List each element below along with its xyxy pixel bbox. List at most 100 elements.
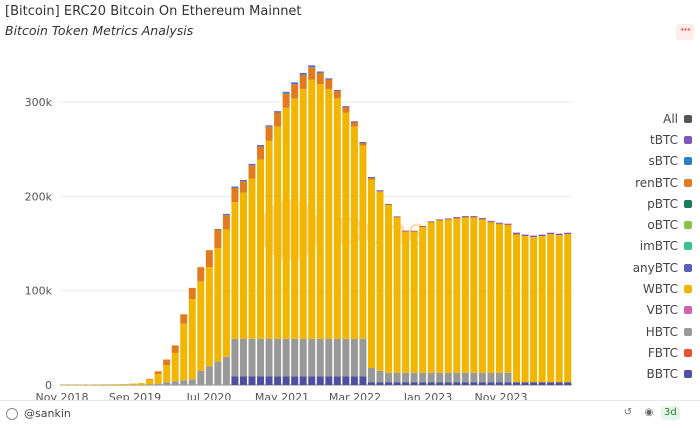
bar-segment-bbtc[interactable] [564,382,572,385]
bar-segment-wbtc[interactable] [385,204,393,373]
bar-segment-tbtc[interactable] [316,71,324,73]
bar-segment-renbtc[interactable] [427,221,435,223]
bar-segment-wbtc[interactable] [393,217,401,373]
bar-segment-bbtc[interactable] [282,376,290,385]
bar-segment-tbtc[interactable] [291,82,299,83]
bar-segment-renbtc[interactable] [214,229,222,249]
bar-segment-tbtc[interactable] [359,142,367,143]
bar-segment-bbtc[interactable] [359,376,367,385]
bar-segment-hbtc[interactable] [333,338,341,377]
bar-segment-wbtc[interactable] [461,217,469,373]
bar-segment-bbtc[interactable] [504,382,512,385]
bar-segment-wbtc[interactable] [530,236,538,383]
bar-segment-bbtc[interactable] [495,382,503,385]
bar-segment-tbtc[interactable] [333,89,341,91]
bar-segment-renbtc[interactable] [265,126,273,141]
bar-segment-renbtc[interactable] [325,79,333,89]
bar-segment-bbtc[interactable] [410,382,418,385]
bar-segment-tbtc[interactable] [299,72,307,74]
bar-segment-sbtc[interactable] [299,73,307,75]
bar-segment-hbtc[interactable] [248,338,256,377]
bar-segment-sbtc[interactable] [239,180,247,182]
bar-segment-renbtc[interactable] [513,234,521,235]
bar-segment-renbtc[interactable] [359,142,367,146]
bar-segment-wbtc[interactable] [248,178,256,339]
bar-segment-renbtc[interactable] [342,106,350,113]
bar-segment-wbtc[interactable] [188,299,196,380]
bar-segment-tbtc[interactable] [325,78,333,79]
bar-segment-bbtc[interactable] [274,376,282,385]
bar-segment-hbtc[interactable] [385,372,393,383]
bar-segment-hbtc[interactable] [427,372,435,383]
bar-segment-wbtc[interactable] [129,383,137,385]
bar-segment-wbtc[interactable] [504,224,512,373]
bar-segment-renbtc[interactable] [299,74,307,89]
bar-segment-tbtc[interactable] [385,203,393,205]
bar-segment-renbtc[interactable] [188,287,196,300]
bar-segment-hbtc[interactable] [376,370,384,383]
bar-segment-bbtc[interactable] [367,382,375,385]
bar-segment-hbtc[interactable] [188,379,196,385]
bar-segment-wbtc[interactable] [291,98,299,339]
bar-segment-sbtc[interactable] [333,90,341,91]
bar-segment-tbtc[interactable] [265,125,273,126]
bar-segment-tbtc[interactable] [513,232,521,235]
bar-segment-tbtc[interactable] [495,222,503,224]
bar-segment-wbtc[interactable] [265,140,273,339]
bar-segment-renbtc[interactable] [154,371,162,375]
bar-segment-renbtc[interactable] [367,177,375,180]
bar-segment-hbtc[interactable] [197,370,205,385]
bar-segment-bbtc[interactable] [538,382,546,385]
bar-segment-tbtc[interactable] [248,163,256,165]
bar-segment-wbtc[interactable] [325,88,333,339]
bar-segment-renbtc[interactable] [453,218,461,219]
bar-segment-sbtc[interactable] [325,78,333,80]
bar-segment-wbtc[interactable] [146,379,154,385]
bar-segment-hbtc[interactable] [504,372,512,383]
bar-segment-wbtc[interactable] [410,231,418,373]
bar-segment-wbtc[interactable] [350,126,358,339]
bar-segment-renbtc[interactable] [444,218,452,220]
legend-item-sbtc[interactable]: sBTC [600,151,692,172]
bar-segment-hbtc[interactable] [359,338,367,377]
bar-segment-bbtc[interactable] [385,382,393,385]
bar-segment-renbtc[interactable] [308,67,316,80]
bar-segment-hbtc[interactable] [231,338,239,377]
bar-segment-tbtc[interactable] [427,221,435,222]
legend-item-wbtc[interactable]: WBTC [600,278,692,299]
bar-segment-sbtc[interactable] [231,187,239,188]
bar-segment-hbtc[interactable] [180,380,188,385]
bar-segment-tbtc[interactable] [504,223,512,225]
legend-item-tbtc[interactable]: tBTC [600,129,692,150]
bar-segment-hbtc[interactable] [350,338,358,377]
bar-segment-tbtc[interactable] [231,186,239,188]
bar-segment-bbtc[interactable] [547,382,555,385]
bar-segment-tbtc[interactable] [376,190,384,191]
legend-item-hbtc[interactable]: HBTC [600,321,692,342]
bar-segment-tbtc[interactable] [350,121,358,122]
bar-segment-wbtc[interactable] [453,218,461,373]
bar-segment-tbtc[interactable] [564,232,572,235]
bar-segment-sbtc[interactable] [376,190,384,192]
bar-segment-bbtc[interactable] [478,382,486,385]
bar-segment-wbtc[interactable] [521,236,529,383]
legend-item-anybtc[interactable]: anyBTC [600,257,692,278]
bar-segment-tbtc[interactable] [393,216,401,218]
bar-segment-sbtc[interactable] [265,125,273,127]
bar-segment-sbtc[interactable] [222,214,230,216]
bar-segment-renbtc[interactable] [478,218,486,220]
bar-segment-wbtc[interactable] [94,384,102,386]
bar-segment-renbtc[interactable] [350,121,358,127]
bar-segment-renbtc[interactable] [146,378,154,380]
bar-segment-renbtc[interactable] [333,90,341,99]
bar-segment-wbtc[interactable] [427,221,435,373]
bar-segment-wbtc[interactable] [154,374,162,384]
bar-segment-wbtc[interactable] [555,235,563,383]
bar-segment-hbtc[interactable] [325,338,333,377]
bar-segment-wbtc[interactable] [487,221,495,373]
bar-segment-hbtc[interactable] [461,372,469,383]
bar-segment-renbtc[interactable] [180,314,188,324]
bar-segment-sbtc[interactable] [291,82,299,85]
bar-segment-hbtc[interactable] [239,338,247,377]
bar-segment-hbtc[interactable] [478,372,486,383]
